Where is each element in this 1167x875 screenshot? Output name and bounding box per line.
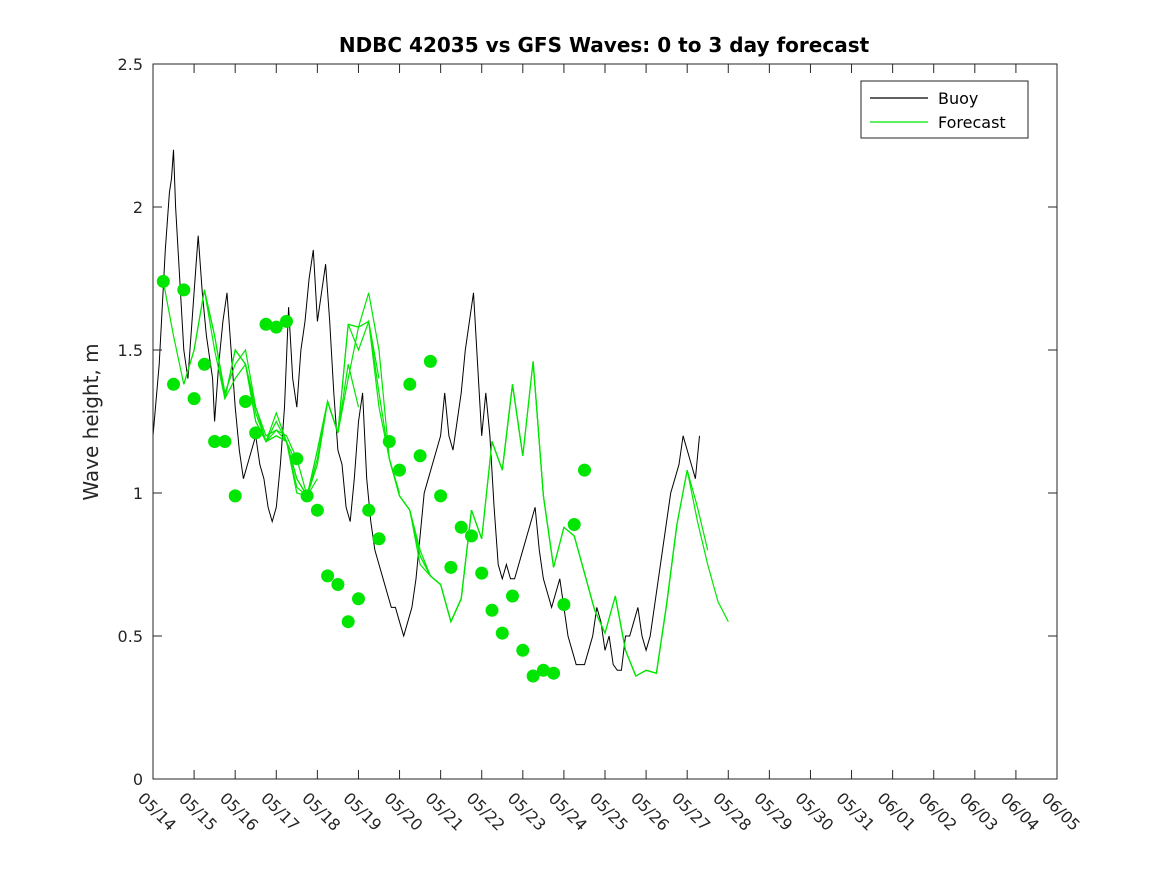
forecast-marker-point — [259, 317, 273, 331]
x-tick-label: 05/14 — [134, 789, 180, 835]
x-tick-label: 05/31 — [832, 789, 878, 835]
x-tick-label: 05/20 — [380, 789, 426, 835]
forecast-marker-point — [423, 354, 437, 368]
forecast-marker-point — [393, 463, 406, 477]
forecast-marker-point — [331, 578, 345, 591]
x-tick-label: 05/19 — [339, 789, 385, 835]
legend-label: Forecast — [938, 113, 1006, 132]
y-tick-label: 0 — [133, 770, 143, 789]
forecast-marker-point — [536, 663, 550, 677]
forecast-marker-point — [352, 592, 365, 606]
forecast-marker-point — [444, 560, 458, 574]
forecast-marker-point — [290, 452, 304, 466]
y-tick-label: 1 — [133, 484, 143, 503]
x-tick-label: 05/16 — [216, 789, 262, 835]
forecast-marker-point — [465, 529, 478, 543]
x-tick-label: 05/18 — [298, 789, 344, 835]
y-axis-ticks: 0 0.5 1 1.5 2 2.5 — [118, 55, 1057, 789]
forecast-marker-point — [280, 314, 293, 328]
forecast-marker-point — [228, 489, 242, 503]
y-tick-label: 2.5 — [118, 55, 143, 74]
forecast-marker-point — [372, 532, 386, 546]
forecast-run-line — [327, 292, 441, 585]
x-tick-label: 05/25 — [586, 789, 632, 835]
x-tick-label: 05/22 — [463, 789, 509, 835]
forecast-marker-point — [310, 503, 324, 517]
x-tick-label: 05/15 — [175, 789, 221, 835]
forecast-marker-point — [208, 435, 222, 448]
forecast-run-line — [645, 469, 729, 674]
forecast-marker-point — [526, 669, 540, 683]
x-tick-label: 05/21 — [422, 789, 468, 835]
y-tick-label: 2 — [133, 198, 143, 217]
forecast-marker-point — [485, 603, 499, 617]
forecast-marker-point — [382, 435, 396, 448]
forecast-marker-point — [177, 283, 191, 297]
forecast-marker-point — [362, 503, 376, 517]
x-tick-label: 05/29 — [750, 789, 796, 835]
forecast-marker-point — [557, 598, 571, 611]
forecast-marker-point — [578, 463, 591, 477]
forecast-marker-point — [197, 357, 211, 371]
forecast-marker-point — [167, 377, 180, 391]
x-tick-label: 06/01 — [874, 789, 920, 835]
forecast-marker-point — [547, 666, 561, 680]
buoy-series-line — [152, 149, 700, 671]
forecast-marker-point — [321, 569, 335, 583]
forecast-marker-point — [187, 392, 201, 406]
x-tick-label: 05/27 — [668, 789, 714, 835]
x-tick-label: 06/05 — [1038, 789, 1084, 835]
forecast-marker-point — [516, 643, 530, 657]
x-tick-label: 06/04 — [997, 789, 1043, 835]
forecast-marker-point — [454, 520, 468, 534]
forecast-marker-point — [156, 274, 170, 288]
x-tick-label: 05/23 — [504, 789, 550, 835]
x-tick-label: 06/03 — [956, 789, 1002, 835]
forecast-marker-point — [403, 377, 417, 391]
y-tick-label: 1.5 — [118, 341, 143, 360]
forecast-marker-point — [218, 435, 232, 448]
x-tick-label: 05/30 — [791, 789, 837, 835]
forecast-marker-point — [475, 566, 489, 580]
legend-label: Buoy — [938, 89, 978, 108]
forecast-marker-point — [269, 320, 283, 334]
x-tick-label: 05/28 — [709, 789, 755, 835]
y-tick-label: 0.5 — [118, 627, 143, 646]
x-tick-label: 05/24 — [545, 789, 591, 835]
plot-area — [152, 63, 1058, 780]
x-tick-label: 05/17 — [257, 789, 303, 835]
forecast-run-line — [244, 319, 380, 497]
forecast-marker-point — [434, 489, 448, 503]
chart-title: NDBC 42035 vs GFS Waves: 0 to 3 day fore… — [339, 33, 870, 57]
forecast-marker-point — [239, 395, 252, 408]
x-tick-label: 05/26 — [627, 789, 673, 835]
forecast-marker-point — [413, 449, 427, 463]
forecast-marker-point — [567, 518, 581, 531]
forecast-marker-point — [506, 589, 519, 603]
forecast-marker-point — [300, 489, 314, 503]
legend-box — [860, 80, 1029, 139]
y-axis-label: Wave height, m — [79, 343, 103, 500]
plot-background — [153, 64, 1057, 779]
forecast-marker-point — [249, 426, 263, 440]
forecast-marker-point — [495, 626, 509, 640]
x-tick-label: 06/02 — [915, 789, 961, 835]
forecast-marker-point — [341, 615, 355, 629]
legend: Buoy Forecast — [860, 80, 1029, 139]
